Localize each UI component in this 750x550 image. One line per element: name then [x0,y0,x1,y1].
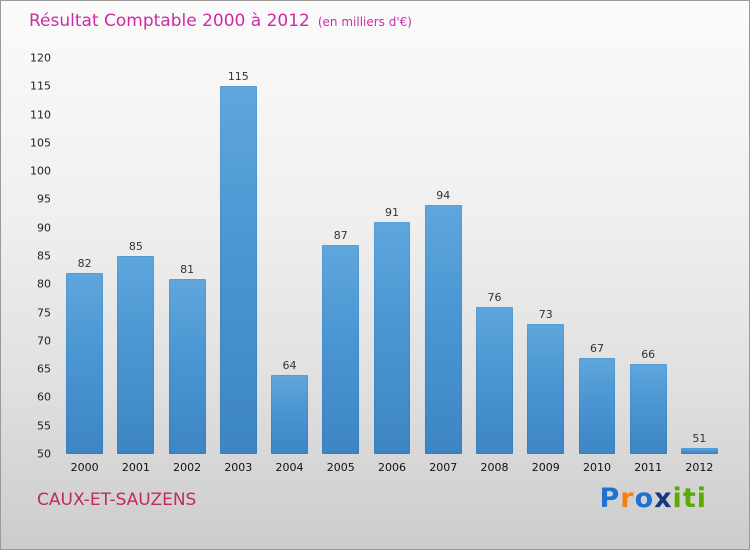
bar-group: 85 2001 [110,58,161,474]
bar [578,357,616,454]
bar-chart: 120 115 110 105 100 95 90 85 80 75 70 65 60 55 50 82 20… [19,52,725,474]
bar-group: 76 2008 [469,58,520,474]
bar [117,256,155,454]
bar-group: 91 2006 [366,58,417,474]
x-axis-label: 2007 [429,461,458,474]
y-tick-label: 115 [30,79,51,93]
chart-title: Résultat Comptable 2000 à 2012 [29,11,310,31]
bar [629,363,667,454]
x-axis-label: 2006 [378,461,407,474]
y-tick-label: 90 [37,221,51,235]
x-axis-label: 2000 [70,461,99,474]
y-tick-label: 75 [37,306,51,320]
y-tick-label: 55 [37,419,51,433]
x-axis-label: 2010 [582,461,611,474]
y-tick-label: 60 [37,390,51,404]
bar-group: 66 2011 [623,58,674,474]
logo-letter: r [620,483,635,514]
bar-group: 115 2003 [213,58,264,474]
logo-letter: P [599,483,621,514]
chart-header: Résultat Comptable 2000 à 2012 (en millie… [29,11,412,31]
y-tick-label: 70 [37,334,51,348]
bar-group: 51 2012 [674,58,725,474]
bar-group: 64 2004 [264,58,315,474]
bar [322,244,360,454]
y-tick-label: 65 [37,362,51,376]
bar [373,222,411,454]
x-axis-label: 2004 [275,461,304,474]
x-axis-label: 2003 [224,461,253,474]
bar [271,374,308,454]
logo-letter: i [672,483,683,514]
bar-group: 67 2010 [571,58,622,474]
bar-value-label: 64 [282,358,297,372]
bar-value-label: 87 [333,228,348,242]
y-tick-label: 80 [37,277,51,291]
location-label: CAUX-ET-SAUZENS [37,490,197,510]
x-axis-label: 2008 [480,461,509,474]
bar [219,86,257,454]
y-axis: 120 115 110 105 100 95 90 85 80 75 70 65 60 55 50 [19,52,59,461]
bar-group: 81 2002 [161,58,212,474]
bar-value-label: 81 [180,262,195,276]
x-axis-label: 2011 [634,461,663,474]
bar-value-label: 66 [641,347,656,361]
y-tick-label: 100 [30,164,51,178]
bar [527,323,565,454]
bar-group: 73 2009 [520,58,571,474]
proxiti-logo: Proxiti [599,483,707,514]
plot-area: 82 2000 85 2001 81 2002 115 2003 64 2004 87 2005 91 2… [59,58,725,474]
bar-value-label: 85 [128,240,143,253]
y-tick-label: 120 [30,51,51,65]
y-tick-label: 105 [30,136,51,150]
bar-value-label: 73 [538,307,553,321]
bar [168,278,206,454]
bar [424,205,462,454]
x-axis-label: 2001 [121,461,150,474]
bar-value-label: 94 [436,189,451,203]
bar-group: 82 2000 [59,58,110,474]
y-tick-label: 85 [37,249,51,263]
bar [680,448,718,454]
bar-value-label: 115 [227,70,249,84]
x-axis-label: 2005 [326,461,355,474]
bar-value-label: 67 [589,341,604,355]
x-axis-label: 2002 [173,461,202,474]
bar-value-label: 82 [77,256,92,270]
chart-subtitle: (en milliers d'€) [317,15,412,29]
y-tick-label: 95 [37,192,51,206]
logo-letter: t [682,483,697,514]
bar-group: 94 2007 [418,58,469,474]
logo-letter: x [654,483,673,514]
logo-letter: i [696,483,707,514]
x-axis-label: 2009 [531,461,560,474]
bar [66,272,104,454]
bar-value-label: 91 [385,206,400,220]
logo-letter: o [634,483,655,514]
y-tick-label: 50 [37,447,51,461]
bar-value-label: 76 [487,290,502,304]
y-tick-label: 110 [30,108,51,122]
bar [476,306,513,454]
bar-value-label: 51 [692,432,707,446]
bar-group: 87 2005 [315,58,366,474]
x-axis-label: 2012 [685,461,714,474]
